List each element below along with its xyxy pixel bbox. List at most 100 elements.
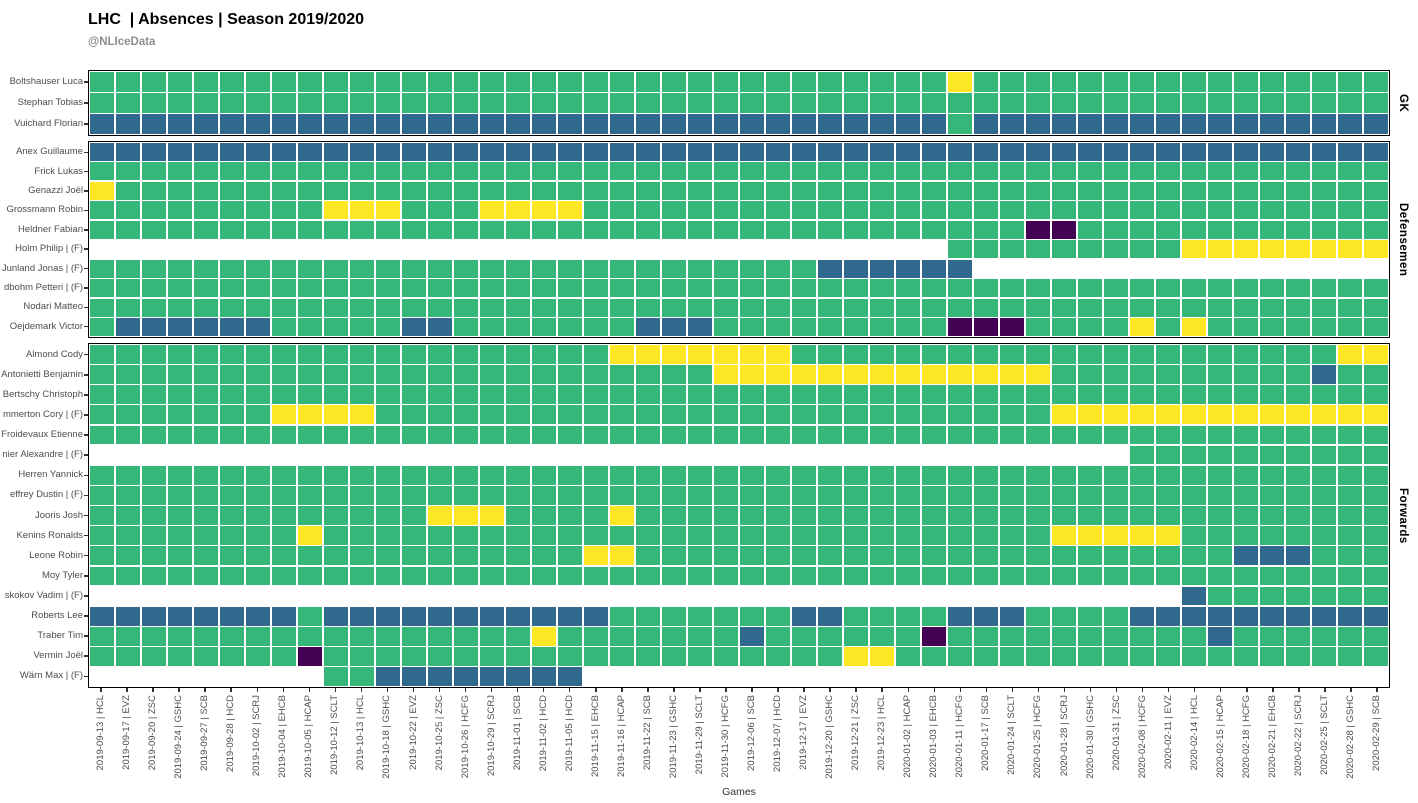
heatmap-cell (713, 425, 739, 445)
heatmap-cell (1207, 365, 1233, 384)
heatmap-cell (687, 345, 713, 364)
heatmap-cell (1129, 506, 1155, 525)
heatmap-cell (1051, 647, 1077, 666)
heatmap-cell (1051, 318, 1077, 336)
heatmap-cell (1207, 425, 1233, 445)
heatmap-cell (687, 385, 713, 404)
heatmap-cell (193, 181, 219, 200)
heatmap-cell (843, 345, 869, 364)
row-label: Nodari Matteo (23, 301, 83, 313)
heatmap-cell (973, 627, 999, 646)
heatmap-cell (349, 279, 375, 298)
heatmap-cell (323, 606, 349, 626)
heatmap-cell (245, 606, 271, 626)
heatmap-cell (583, 627, 609, 646)
heatmap-cell (323, 143, 349, 161)
heatmap-cell (817, 405, 843, 425)
heatmap-cell (167, 526, 193, 545)
heatmap-cell (765, 647, 791, 666)
heatmap-cell (1025, 627, 1051, 646)
heatmap-cell (791, 72, 817, 92)
heatmap-cell (297, 667, 323, 686)
heatmap-cell (635, 162, 661, 181)
heatmap-cell (947, 240, 973, 259)
heatmap-cell (713, 259, 739, 278)
heatmap-cell (1337, 240, 1362, 259)
heatmap-cell (1337, 526, 1362, 545)
heatmap-cell (661, 220, 687, 239)
heatmap-cell (661, 546, 687, 566)
heatmap-cell (349, 259, 375, 278)
heatmap-cell (1129, 345, 1155, 364)
heatmap-cell (791, 667, 817, 686)
heatmap-cell (973, 486, 999, 505)
heatmap-cell (765, 279, 791, 298)
y-axis-tick (84, 534, 88, 537)
heatmap-cell (1103, 240, 1129, 259)
heatmap-cell (1363, 566, 1388, 586)
heatmap-cell (90, 486, 115, 505)
heatmap-cell (583, 425, 609, 445)
heatmap-cell (635, 240, 661, 259)
heatmap-cell (90, 445, 115, 465)
x-tick-label: 2019-10-29 | SCRJ (485, 695, 497, 777)
heatmap-cell (115, 465, 141, 485)
heatmap-cell (1207, 506, 1233, 525)
heatmap-cell (869, 143, 895, 161)
heatmap-cell (843, 259, 869, 278)
heatmap-cell (193, 365, 219, 384)
heatmap-cell (219, 220, 245, 239)
row-label: Bertschy Christoph (2, 388, 83, 400)
heatmap-cell (90, 181, 115, 200)
heatmap-cell (245, 143, 271, 161)
heatmap-cell (1025, 259, 1051, 278)
heatmap-cell (947, 365, 973, 384)
heatmap-cell (921, 546, 947, 566)
heatmap-cell (375, 365, 401, 384)
y-axis-tick (84, 635, 88, 637)
heatmap-cell (1207, 72, 1233, 92)
heatmap-cell (1077, 647, 1103, 666)
heatmap-cell (193, 425, 219, 445)
heatmap-cell (635, 526, 661, 545)
heatmap-cell (1129, 586, 1155, 606)
heatmap-cell (1363, 162, 1388, 181)
x-axis-tick (647, 688, 649, 692)
heatmap-cell (505, 279, 531, 298)
heatmap-cell (765, 143, 791, 161)
heatmap-cell (167, 318, 193, 336)
heatmap-cell (1207, 181, 1233, 200)
heatmap-cell (427, 201, 453, 220)
heatmap-cell (791, 627, 817, 646)
x-axis-tick (985, 688, 988, 692)
heatmap-cell (1155, 181, 1181, 200)
x-axis-tick (1219, 688, 1222, 692)
heatmap-cell (1103, 627, 1129, 646)
heatmap-cell (323, 506, 349, 525)
heatmap-cell (739, 365, 765, 384)
heatmap-cell (817, 627, 843, 646)
heatmap-cell (1337, 279, 1362, 298)
heatmap-cell (713, 279, 739, 298)
heatmap-cell (323, 345, 349, 364)
heatmap-cell (531, 318, 557, 336)
heatmap-cell (531, 259, 557, 278)
heatmap-cell (1311, 345, 1337, 364)
heatmap-cell (141, 365, 167, 384)
heatmap-cell (1259, 345, 1285, 364)
x-tick-label: 2020-01-11 | HCFG (954, 695, 966, 778)
heatmap-cell (869, 114, 895, 134)
y-axis-tick (84, 190, 88, 192)
heatmap-cell (427, 72, 453, 92)
heatmap-cell (609, 405, 635, 425)
heatmap-cell (661, 627, 687, 646)
heatmap-cell (739, 279, 765, 298)
x-axis-tick (829, 688, 831, 692)
heatmap-cell (1337, 114, 1362, 134)
heatmap-cell (687, 201, 713, 220)
heatmap-cell (1311, 445, 1337, 465)
heatmap-cell (90, 667, 115, 686)
heatmap-cell (401, 546, 427, 566)
heatmap-cell (297, 318, 323, 336)
heatmap-cell (271, 72, 297, 92)
